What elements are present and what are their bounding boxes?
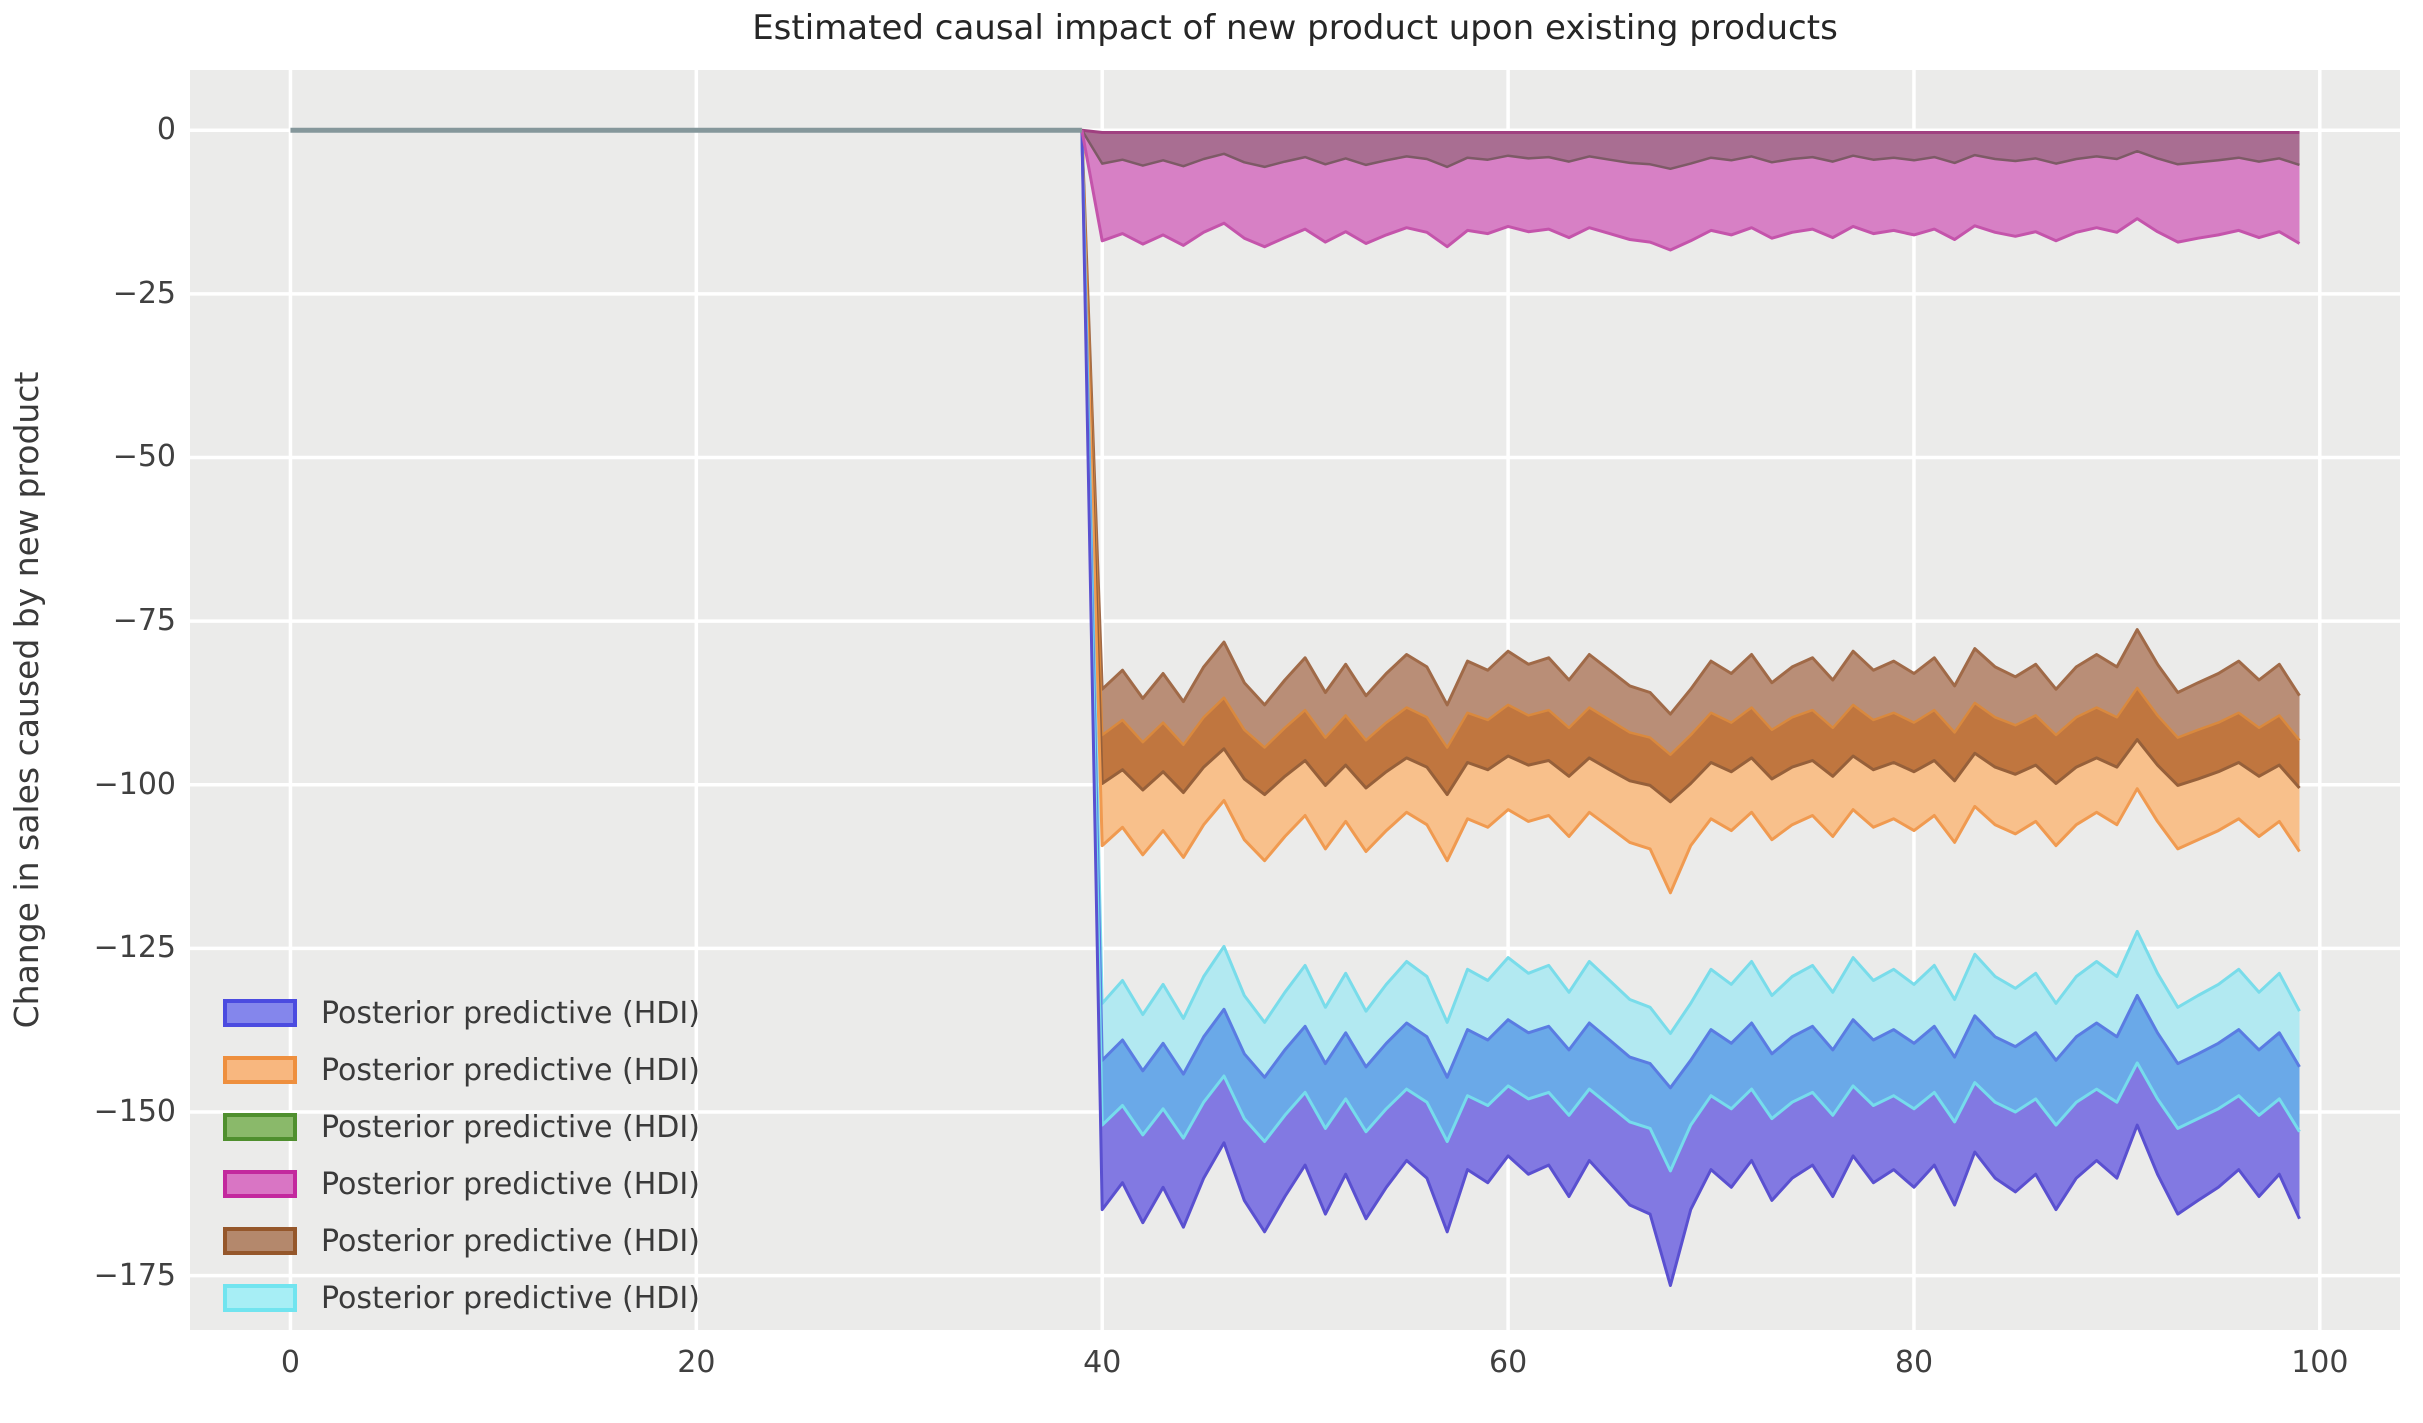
x-tick-label-0: 0 — [280, 1345, 300, 1380]
legend-swatch-icon — [223, 1113, 297, 1141]
band-region-cyan-purple-overlap — [1081, 130, 2300, 1171]
legend-item-5: Posterior predictive (HDI) — [223, 1281, 700, 1316]
legend-label: Posterior predictive (HDI) — [321, 995, 700, 1031]
band-edge-purple-lower — [1080, 130, 2301, 1287]
legend-swatch-icon — [223, 999, 297, 1027]
band-region-brown-only — [1081, 130, 2300, 755]
y-tick-label--75: −75 — [112, 603, 176, 639]
legend-label: Posterior predictive (HDI) — [321, 1109, 700, 1145]
legend-swatch-icon — [223, 1284, 297, 1312]
plot-area: Posterior predictive (HDI) Posterior pred… — [190, 70, 2400, 1330]
legend-item-1: Posterior predictive (HDI) — [223, 1053, 700, 1088]
legend-swatch-icon — [223, 1170, 297, 1198]
band-edge-cyan-lower — [1080, 130, 2301, 1173]
y-tick-label--175: −175 — [93, 1257, 176, 1293]
legend-item-3: Posterior predictive (HDI) — [223, 1167, 700, 1202]
y-tick-label--50: −50 — [112, 439, 176, 475]
chart-canvas — [190, 70, 2400, 1330]
band-edge-purple-upper — [1080, 130, 2301, 1090]
y-tick-label--150: −150 — [93, 1094, 176, 1130]
x-tick-label-20: 20 — [677, 1345, 716, 1380]
y-tick-label--125: −125 — [93, 930, 176, 966]
legend-item-0: Posterior predictive (HDI) — [223, 996, 700, 1031]
band-region-purple-only — [1081, 130, 2300, 1286]
band-edge-pink-lower — [1080, 129, 2301, 252]
band-edge-cyan-upper — [1080, 130, 2301, 1035]
legend-label: Posterior predictive (HDI) — [321, 1052, 700, 1088]
band-edge-green-lower — [1080, 129, 2300, 171]
x-tick-label-60: 60 — [1488, 1345, 1528, 1380]
legend-item-2: Posterior predictive (HDI) — [223, 1110, 700, 1145]
legend: Posterior predictive (HDI) Posterior pred… — [223, 996, 700, 1316]
chart-title: Estimated causal impact of new product u… — [752, 8, 1838, 48]
legend-item-4: Posterior predictive (HDI) — [223, 1224, 700, 1259]
band-edge-brown-upper — [1080, 130, 2301, 716]
band-edge-orange-lower — [1080, 130, 2301, 895]
band-region-brown-orange-overlap — [1081, 130, 2300, 802]
band-edge-brown-lower — [1080, 130, 2301, 804]
band-region-orange-only — [1081, 130, 2300, 893]
x-tick-label-80: 80 — [1894, 1345, 1934, 1380]
band-edge-orange-upper — [1080, 130, 2301, 756]
band-edge-pink-upper — [1081, 128, 2300, 134]
x-tick-label-100: 100 — [2291, 1345, 2349, 1380]
legend-swatch-icon — [223, 1227, 297, 1255]
y-axis-label: Change in sales caused by new product — [7, 371, 46, 1029]
x-tick-label-40: 40 — [1083, 1345, 1122, 1380]
y-tick-label-0: 0 — [156, 112, 176, 148]
band-region-cyan-only — [1081, 130, 2300, 1088]
legend-label: Posterior predictive (HDI) — [321, 1223, 700, 1259]
y-tick-label--25: −25 — [112, 275, 176, 311]
legend-label: Posterior predictive (HDI) — [321, 1280, 700, 1316]
y-tick-label--100: −100 — [93, 766, 176, 802]
legend-swatch-icon — [223, 1056, 297, 1084]
legend-label: Posterior predictive (HDI) — [321, 1166, 700, 1202]
